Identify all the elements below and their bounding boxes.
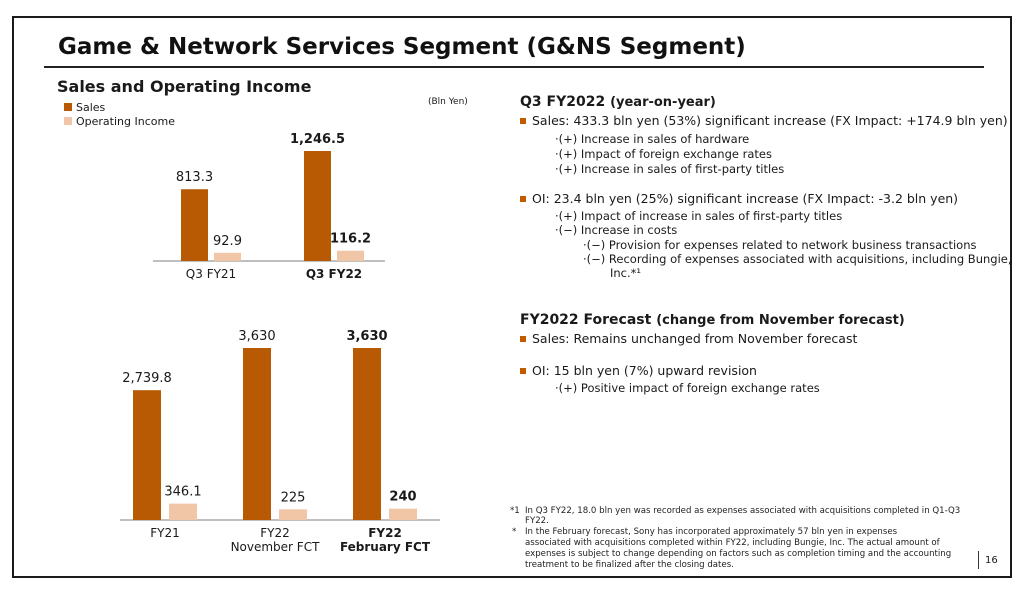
bar-operating-income [279,509,307,520]
page-number: 16 [985,555,998,566]
q3-oi-subsub: Inc.*¹ [610,266,642,280]
bullet-square-icon [520,195,526,202]
category-tick-label: Q3 FY21 [186,267,236,281]
category-tick-label: Q3 FY22 [306,267,362,281]
unit-label: (Bln Yen) [428,97,468,107]
chart-legend: Sales Operating Income [64,100,175,128]
footnote-mark: *1 [510,506,520,516]
data-label-sales: 3,630 [238,329,275,344]
title-divider [44,66,984,68]
forecast-heading: FY2022 Forecast (change from November fo… [520,312,905,328]
bar-sales [243,348,271,520]
footnote-line: expenses is subject to change depending … [525,549,952,559]
category-tick-label: November FCT [231,540,321,554]
data-label-sales: 1,246.5 [290,132,345,147]
bar-operating-income [169,503,197,520]
slide-frame [12,16,1012,578]
forecast-oi-bullet: OI: 15 bln yen (7%) upward revision [520,363,757,378]
legend-label-sales: Sales [76,100,106,114]
q3-sales-sub: ·(+) Impact of foreign exchange rates [555,147,772,161]
bullet-square-icon [520,117,526,124]
bullet-square-icon [520,335,526,342]
q3-sales-bullet: Sales: 433.3 bln yen (53%) significant i… [520,113,1008,128]
bar-operating-income [389,508,417,520]
q3-heading-paren: (year-on-year) [610,95,716,110]
footnote-line: FY22. [525,516,549,526]
q3-oi-subsub: ·(−) Recording of expenses associated wi… [583,252,1012,266]
q3-sales-sub: ·(+) Increase in sales of hardware [555,132,750,146]
category-tick-label: FY22 [260,526,290,540]
legend-swatch-sales [64,103,72,111]
data-label-sales: 813.3 [176,170,213,185]
category-tick-label: February FCT [340,540,431,554]
q3-heading: Q3 FY2022 (year-on-year) [520,94,716,110]
data-label-operating-income: 225 [281,490,306,505]
forecast-heading-text: FY2022 Forecast [520,312,652,328]
footnote-mark: * [512,527,517,537]
bar-sales [133,390,161,520]
q3-oi-bullet: OI: 23.4 bln yen (25%) significant incre… [520,191,958,206]
legend-item-sales: Sales [64,100,175,114]
bullet-square-icon [520,367,526,374]
forecast-sales-bullet: Sales: Remains unchanged from November f… [520,331,857,346]
data-label-operating-income: 346.1 [164,485,201,500]
legend-item-oi: Operating Income [64,114,175,128]
footnote-line: treatment to be finalized after the clos… [525,560,734,570]
legend-label-oi: Operating Income [76,114,175,128]
page-title: Game & Network Services Segment (G&NS Se… [58,34,746,60]
forecast-oi-sub: ·(+) Positive impact of foreign exchange… [555,381,820,395]
bar-sales [304,151,331,261]
bar-sales [181,189,208,261]
q3-sales-sub: ·(+) Increase in sales of first-party ti… [555,162,785,176]
q3-oi-sub: ·(+) Impact of increase in sales of firs… [555,209,843,223]
category-tick-label: FY22 [368,526,402,540]
q3-oi-subsub: ·(−) Provision for expenses related to n… [583,238,977,252]
forecast-heading-paren: (change from November forecast) [656,313,905,328]
q3-sales-text: Sales: 433.3 bln yen (53%) significant i… [532,113,1008,128]
footnote-line: In Q3 FY22, 18.0 bln yen was recorded as… [525,506,961,516]
forecast-oi-text: OI: 15 bln yen (7%) upward revision [532,363,757,378]
page-number-divider [978,551,979,569]
bar-operating-income [214,252,241,261]
chart-section-title: Sales and Operating Income [57,77,312,96]
data-label-operating-income: 240 [389,490,416,505]
bar-sales [353,348,381,520]
data-label-operating-income: 116.2 [330,232,371,247]
footnote-line: In the February forecast, Sony has incor… [525,527,898,537]
data-label-sales: 3,630 [346,329,387,344]
data-label-sales: 2,739.8 [122,371,172,386]
forecast-sales-text: Sales: Remains unchanged from November f… [532,331,858,346]
q3-heading-text: Q3 FY2022 [520,94,606,110]
q3-oi-text: OI: 23.4 bln yen (25%) significant incre… [532,191,959,206]
legend-swatch-oi [64,117,72,125]
data-label-operating-income: 92.9 [213,234,242,249]
footnote-line: associated with acquisitions completed w… [525,538,940,548]
bar-operating-income [337,250,364,261]
q3-oi-sub: ·(−) Increase in costs [555,223,678,237]
category-tick-label: FY21 [150,526,180,540]
